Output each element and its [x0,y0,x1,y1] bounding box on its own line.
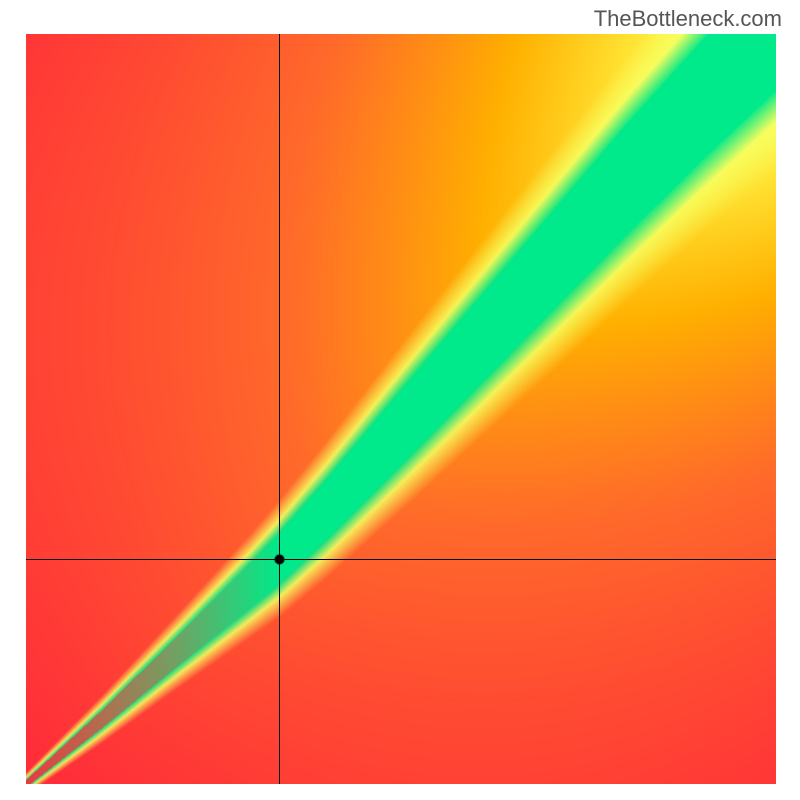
figure-container: TheBottleneck.com [0,0,800,800]
crosshair-horizontal [26,559,776,560]
crosshair-marker [26,34,776,784]
crosshair-vertical [279,34,280,784]
watermark-text: TheBottleneck.com [594,6,782,32]
heatmap-plot-area [26,34,776,784]
